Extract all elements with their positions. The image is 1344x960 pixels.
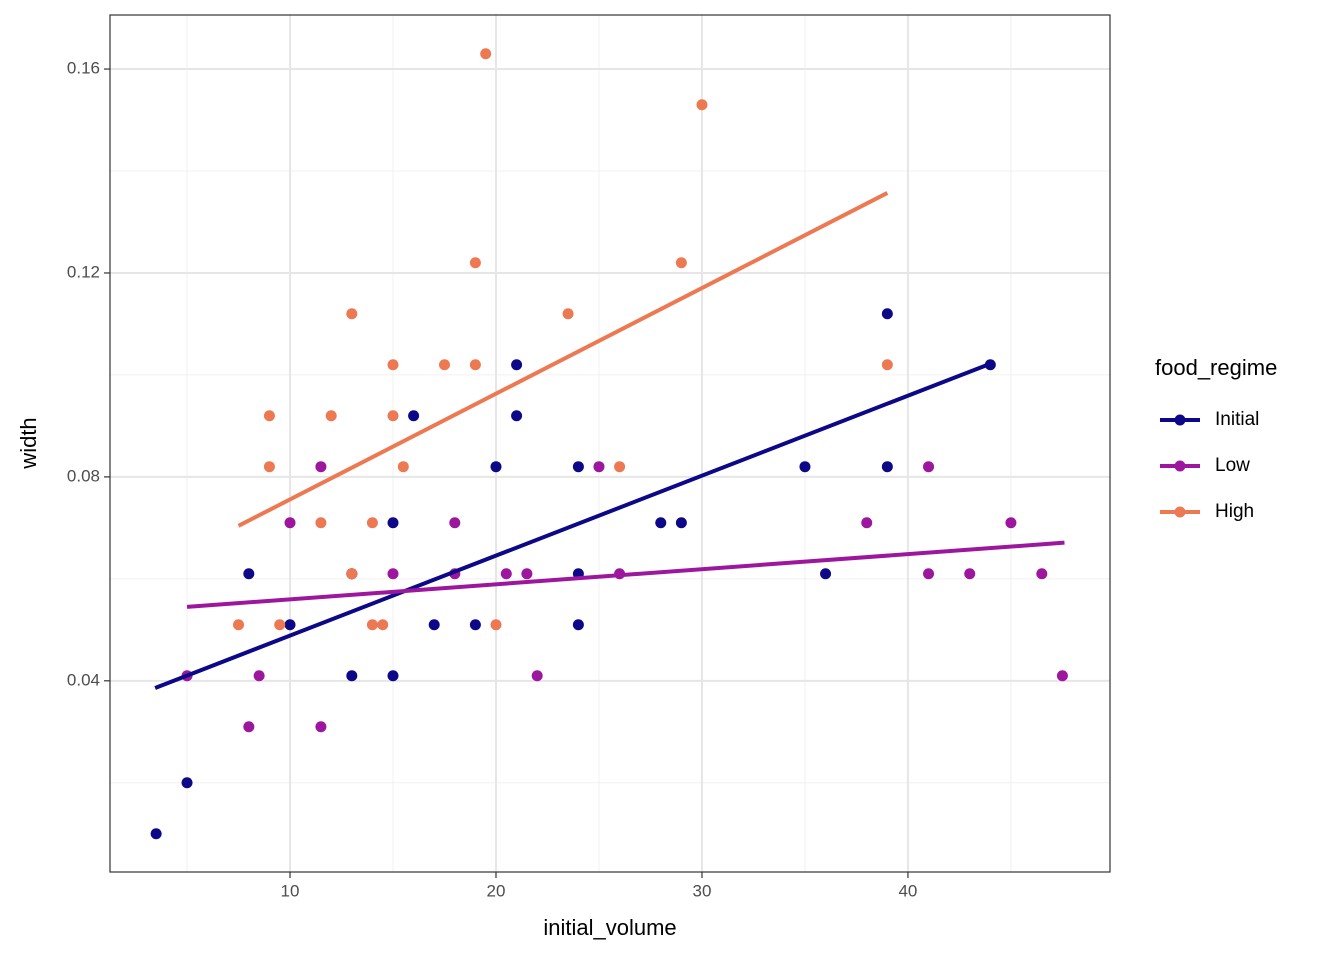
point — [387, 359, 399, 371]
point — [511, 359, 523, 371]
y-axis-title: width — [16, 417, 41, 469]
point — [366, 619, 378, 631]
point — [881, 308, 893, 320]
point — [449, 517, 461, 529]
point — [511, 410, 523, 422]
point — [820, 568, 832, 580]
point — [1036, 568, 1048, 580]
point — [284, 517, 296, 529]
y-tick-label: 0.04 — [67, 670, 100, 689]
point — [346, 568, 358, 580]
legend-label: Low — [1215, 455, 1250, 476]
point — [572, 461, 584, 473]
point — [263, 461, 275, 473]
legend-key-point — [1174, 506, 1186, 518]
point — [315, 721, 327, 733]
point — [469, 359, 481, 371]
point — [253, 670, 265, 682]
point — [675, 517, 687, 529]
y-tick-label: 0.16 — [67, 59, 100, 78]
point — [799, 461, 811, 473]
fit-line — [237, 191, 889, 528]
legend-label: High — [1215, 501, 1254, 522]
point — [397, 461, 409, 473]
point — [408, 410, 420, 422]
legend-title: food_regime — [1155, 355, 1277, 380]
point — [469, 619, 481, 631]
panel-border — [109, 14, 1111, 873]
point — [1005, 517, 1017, 529]
point — [562, 308, 574, 320]
point — [346, 670, 358, 682]
legend-label: Initial — [1215, 409, 1259, 430]
point — [521, 568, 533, 580]
point — [377, 619, 389, 631]
point — [1056, 670, 1068, 682]
point — [572, 619, 584, 631]
point — [325, 410, 337, 422]
legend-key-point — [1174, 414, 1186, 426]
fit-line — [154, 361, 992, 690]
point — [366, 517, 378, 529]
fit-line — [186, 540, 1065, 609]
x-tick-label: 10 — [281, 881, 300, 900]
point — [500, 568, 512, 580]
point — [387, 670, 399, 682]
point — [964, 568, 976, 580]
point — [655, 517, 667, 529]
point — [531, 670, 543, 682]
point — [346, 308, 358, 320]
point — [923, 568, 935, 580]
y-tick-label: 0.08 — [67, 466, 100, 485]
point — [315, 461, 327, 473]
y-tick-label: 0.12 — [67, 262, 100, 281]
point — [881, 359, 893, 371]
point — [696, 99, 708, 111]
point — [263, 410, 275, 422]
point — [480, 48, 492, 60]
point — [150, 828, 162, 840]
point — [614, 461, 626, 473]
point — [675, 257, 687, 269]
point — [469, 257, 481, 269]
point — [428, 619, 440, 631]
point — [490, 619, 502, 631]
point — [315, 517, 327, 529]
point — [233, 619, 245, 631]
point — [274, 619, 286, 631]
legend-key-point — [1174, 460, 1186, 472]
point — [284, 619, 296, 631]
x-tick-label: 40 — [898, 881, 917, 900]
point — [243, 568, 255, 580]
point — [243, 721, 255, 733]
point — [881, 461, 893, 473]
x-tick-label: 30 — [693, 881, 712, 900]
x-axis-title: initial_volume — [543, 915, 676, 940]
x-tick-label: 20 — [487, 881, 506, 900]
point — [593, 461, 605, 473]
point — [861, 517, 873, 529]
point — [439, 359, 451, 371]
point — [387, 568, 399, 580]
point — [387, 410, 399, 422]
point — [387, 517, 399, 529]
point — [490, 461, 502, 473]
point — [923, 461, 935, 473]
point — [181, 777, 193, 789]
